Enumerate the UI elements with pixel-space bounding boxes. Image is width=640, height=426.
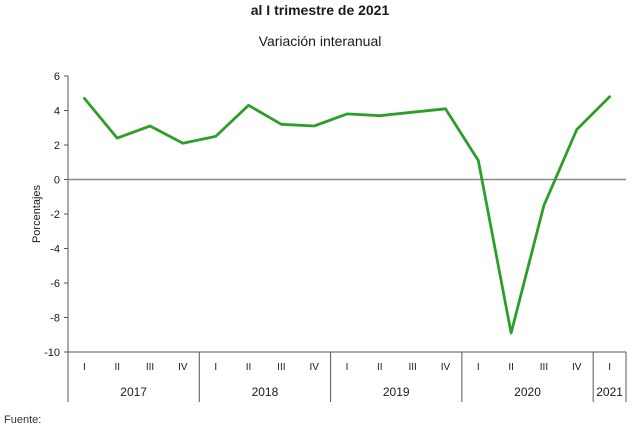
chart-title: al I trimestre de 2021 bbox=[250, 2, 390, 18]
x-tick-label: II bbox=[246, 362, 252, 373]
year-label: 2017 bbox=[120, 385, 147, 399]
y-tick-label: -6 bbox=[50, 278, 60, 290]
x-tick-label: III bbox=[146, 362, 154, 373]
y-tick-label: 0 bbox=[54, 175, 60, 187]
x-tick-label: IV bbox=[178, 362, 188, 373]
year-label: 2018 bbox=[252, 385, 279, 399]
y-tick-label: -2 bbox=[50, 209, 60, 221]
year-label: 2020 bbox=[514, 385, 541, 399]
y-tick-label: -4 bbox=[50, 244, 60, 256]
y-tick-label: 6 bbox=[54, 71, 60, 83]
y-tick-label: -8 bbox=[50, 313, 60, 325]
x-tick-label: I bbox=[608, 362, 611, 373]
year-label: 2021 bbox=[596, 385, 623, 399]
x-tick-label: II bbox=[114, 362, 120, 373]
x-tick-label: III bbox=[277, 362, 285, 373]
x-tick-label: I bbox=[477, 362, 480, 373]
x-tick-label: I bbox=[214, 362, 217, 373]
x-tick-label: IV bbox=[309, 362, 319, 373]
x-tick-label: II bbox=[508, 362, 514, 373]
y-axis-label: Porcentajes bbox=[31, 184, 43, 243]
x-tick-label: II bbox=[377, 362, 383, 373]
year-label: 2019 bbox=[383, 385, 410, 399]
y-tick-label: 4 bbox=[54, 106, 60, 118]
x-tick-label: I bbox=[83, 362, 86, 373]
x-tick-label: IV bbox=[441, 362, 451, 373]
x-tick-label: III bbox=[408, 362, 416, 373]
y-tick-label: -10 bbox=[44, 347, 60, 359]
chart-subtitle: Variación interanual bbox=[258, 33, 382, 49]
source-note: Fuente: bbox=[4, 414, 42, 426]
x-tick-label: III bbox=[540, 362, 548, 373]
x-tick-label: IV bbox=[572, 362, 582, 373]
y-tick-label: 2 bbox=[54, 140, 60, 152]
series-line bbox=[83, 95, 611, 335]
x-tick-label: I bbox=[346, 362, 349, 373]
